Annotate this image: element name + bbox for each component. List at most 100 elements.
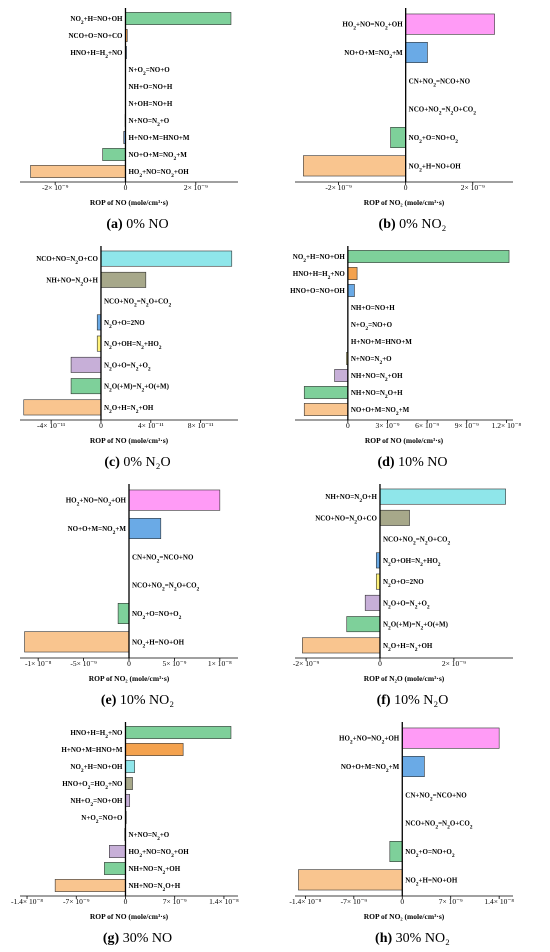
reaction-label: H+NO+M=HNO+M: [351, 338, 412, 346]
x-tick-label: 2× 10⁻⁹: [461, 183, 485, 192]
reaction-label: NO2+H=NO+OH: [293, 253, 346, 264]
x-tick-label: 1.4× 10⁻⁸: [484, 897, 514, 906]
bar: [100, 271, 147, 288]
bar: [24, 631, 130, 653]
reaction-label: NO2+H=NO+OH: [409, 162, 462, 173]
reaction-label: NH+NO=N2O+H: [351, 389, 403, 400]
x-tick-label: 7× 10⁻⁹: [439, 897, 463, 906]
x-tick-label: 4× 10⁻¹¹: [138, 421, 164, 430]
bar: [128, 517, 162, 539]
bar: [303, 386, 349, 399]
panel-b: HO2+NO=NO2+OH NO+O+M=NO2+M CN+NO2=NCO+NO NC…: [275, 0, 550, 238]
reaction-label: NH+NO=N2O+H: [46, 276, 98, 287]
x-axis-label: ROP of NO (mole/cm³·s): [90, 912, 169, 921]
bar: [303, 403, 349, 416]
bar: [298, 869, 403, 891]
x-tick-label: -2× 10⁻⁹: [293, 659, 320, 668]
panel-caption: (g) 30% NO: [103, 931, 172, 946]
bar: [125, 12, 232, 25]
reaction-label: N+NO=N2+O: [128, 117, 169, 128]
x-tick-label: 8× 10⁻¹¹: [188, 421, 214, 430]
reaction-label: NH+NO=N2+OH: [128, 865, 180, 876]
x-tick-label: -1× 10⁻⁸: [25, 659, 52, 668]
bar: [347, 250, 510, 263]
reaction-label: NO+O+M=NO2+M: [128, 151, 187, 162]
reaction-label: NCO+NO2=N2O+CO2: [104, 298, 172, 309]
panel-g: HNO+H=H2+NO H+NO+M=HNO+M NO2+H=NO+OH HNO+O2…: [0, 714, 275, 952]
x-tick-label: 0: [127, 659, 131, 668]
x-tick-label: -1.4× 10⁻⁸: [289, 897, 321, 906]
bar: [390, 127, 406, 149]
bar: [302, 637, 381, 654]
bar: [405, 13, 495, 35]
x-tick-label: 5× 10⁻⁹: [162, 659, 186, 668]
x-tick-label: 0: [124, 897, 128, 906]
reaction-label: N+O2=NO+O: [81, 814, 123, 825]
reaction-label: NO2+H=NO+OH: [132, 638, 185, 649]
bar: [100, 250, 233, 267]
panel-a: NO2+H=NO+OH NCO+O=NO+CO HNO+H=H2+NO N+O2=NO…: [0, 0, 275, 238]
reaction-label: HNO+O=NO+OH: [290, 287, 345, 295]
reaction-label: NCO+NO2=N2O+CO2: [405, 820, 473, 831]
reaction-label: CN+NO2=NCO+NO: [132, 553, 194, 564]
bar: [128, 489, 221, 511]
x-tick-label: 2× 10⁻⁹: [442, 659, 466, 668]
x-tick-label: -7× 10⁻⁹: [63, 897, 90, 906]
x-tick-label: 0: [346, 421, 350, 430]
chart-svg: NO2+H=NO+OH HNO+H=H2+NO HNO+O=NO+OH NH+O=NO…: [290, 246, 522, 470]
x-tick-label: 9× 10⁻⁹: [455, 421, 479, 430]
reaction-label: CN+NO2=NCO+NO: [409, 77, 471, 88]
panel-f: NH+NO=N2O+H NCO+NO=N2O+CO NCO+NO2=N2O+CO2 N…: [275, 476, 550, 714]
reaction-label: N2O+H=N2+OH: [104, 404, 154, 415]
chart-svg: NO2+H=NO+OH NCO+O=NO+CO HNO+H=H2+NO N+O2=NO…: [20, 8, 238, 232]
bar: [125, 760, 135, 773]
x-tick-label: -2× 10⁻⁹: [42, 183, 69, 192]
reaction-label: N+NO=N2+O: [128, 831, 169, 842]
reaction-label: NO+O+M=NO2+M: [351, 406, 410, 417]
x-tick-label: -5× 10⁻⁹: [70, 659, 97, 668]
chart-svg: NCO+NO=N2O+CO NH+NO=N2O+H NCO+NO2=N2O+CO2 N…: [20, 246, 238, 470]
bar: [401, 755, 425, 777]
reaction-label: NCO+NO2=N2O+CO2: [409, 106, 477, 117]
reaction-label: NO+O+M=NO2+M: [344, 49, 403, 60]
x-tick-label: 2× 10⁻⁹: [184, 183, 208, 192]
bar: [405, 41, 428, 63]
reaction-label: NO+O+M=NO2+M: [68, 525, 127, 536]
reaction-label: NH+O=NO+H: [351, 304, 395, 312]
bar: [347, 284, 355, 297]
reaction-label: HNO+O2=HO2+NO: [62, 780, 123, 791]
reaction-label: NH+O=NO+H: [128, 83, 172, 91]
x-axis-label: ROP of NO (mole/cm³·s): [90, 198, 169, 207]
chart-svg: HNO+H=H2+NO H+NO+M=HNO+M NO2+H=NO+OH HNO+O2…: [11, 722, 239, 946]
bar: [23, 399, 102, 416]
reaction-label: HO2+NO=NO2+OH: [66, 497, 127, 508]
bar: [379, 509, 410, 526]
reaction-label: NH+O2=NO+OH: [70, 797, 123, 808]
x-tick-label: 1× 10⁻⁸: [208, 659, 232, 668]
reaction-label: HO2+NO=NO2+OH: [342, 21, 403, 32]
bar: [70, 356, 102, 373]
reaction-label: H+NO+M=HNO+M: [128, 134, 189, 142]
x-axis-label: ROP of NO₂ (mole/cm³·s): [364, 912, 445, 921]
x-axis-label: ROP of NO (mole/cm³·s): [90, 436, 169, 445]
reaction-label: N+O2=NO+O: [351, 321, 393, 332]
x-tick-label: 1.2× 10⁻⁸: [492, 421, 522, 430]
x-tick-label: 0: [404, 183, 408, 192]
bar: [379, 488, 506, 505]
chart-svg: NH+NO=N2O+H NCO+NO=N2O+CO NCO+NO2=N2O+CO2 N…: [293, 484, 513, 708]
reaction-label: N2O(+M)=N2+O(+M): [104, 383, 170, 394]
x-tick-label: -4× 10⁻¹¹: [37, 421, 65, 430]
reaction-label: NCO+NO=N2O+CO: [36, 255, 98, 266]
bar: [389, 841, 403, 863]
x-axis-label: ROP of N₂O (mole/cm³·s): [364, 674, 445, 683]
reaction-label: H+NO+M=HNO+M: [61, 746, 122, 754]
panel-caption: (c) 0% N₂O: [104, 455, 170, 470]
bar: [364, 594, 381, 611]
reaction-label: NO2+O=NO+O2: [409, 134, 459, 145]
reaction-label: NCO+NO2=N2O+CO2: [132, 582, 200, 593]
bar: [303, 155, 406, 177]
reaction-label: HO2+NO=NO2+OH: [339, 735, 400, 746]
bar: [104, 862, 126, 875]
reaction-label: N2O+O=2NO: [383, 578, 424, 589]
